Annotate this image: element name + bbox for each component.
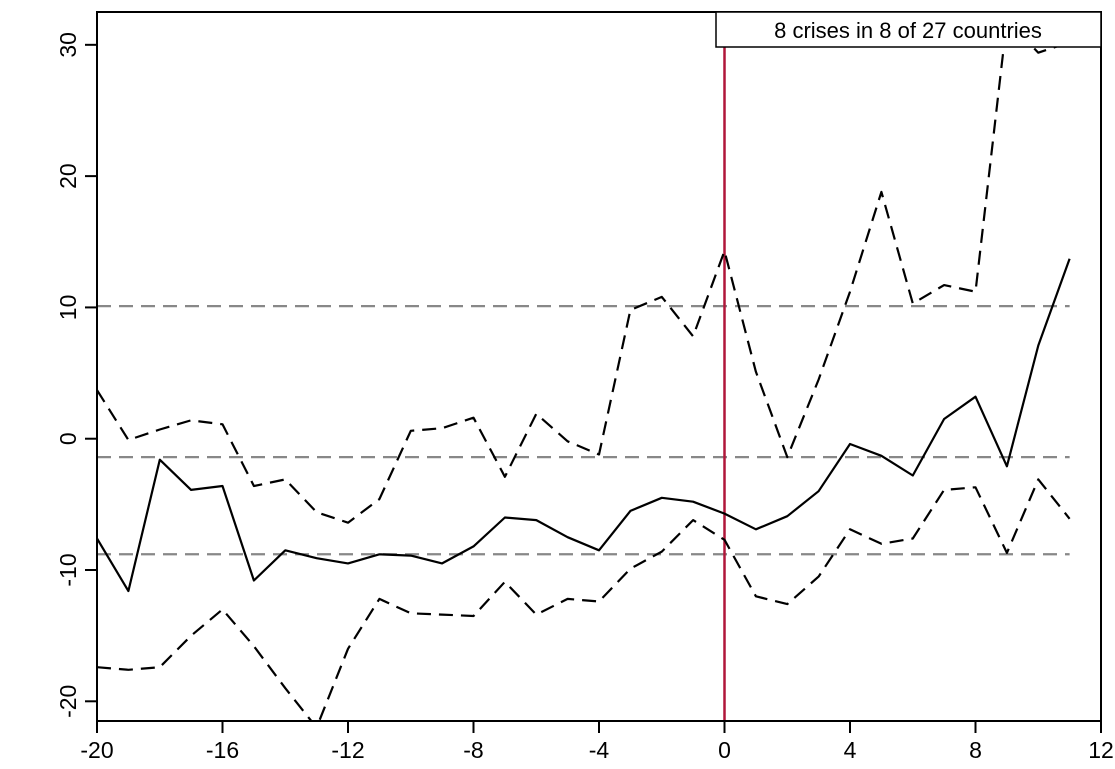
plot-frame <box>96 11 1102 722</box>
x-tick-label-6: 4 <box>844 737 857 763</box>
reference-lines <box>97 12 1070 721</box>
plot-background <box>97 12 1101 721</box>
x-tick-label-0: -20 <box>80 737 113 763</box>
y-tick-label-1: -10 <box>55 553 81 586</box>
x-tick-label-7: 8 <box>969 737 982 763</box>
y-tick-label-0: -20 <box>55 685 81 718</box>
x-tick-label-2: -12 <box>331 737 364 763</box>
x-tick-label-4: -4 <box>589 737 610 763</box>
series-lines <box>97 18 1071 721</box>
y-tick-label-2: 0 <box>55 432 81 445</box>
x-tick-label-8: 12 <box>1088 737 1114 763</box>
x-tick-label-5: 0 <box>718 737 731 763</box>
series-line-2 <box>97 478 1071 721</box>
series-line-0 <box>97 18 1070 524</box>
y-tick-label-4: 20 <box>55 163 81 189</box>
y-tick-label-5: 30 <box>55 32 81 58</box>
legend-text: 8 crises in 8 of 27 countries <box>774 18 1042 43</box>
series-line-1 <box>97 258 1071 593</box>
legend-frame <box>715 11 1102 48</box>
y-tick-label-3: 10 <box>55 295 81 321</box>
x-tick-label-3: -8 <box>463 737 483 763</box>
x-tick-label-1: -16 <box>206 737 239 763</box>
axes: -20 -16 -12 -8 -4 0 4 8 12 -20 -10 0 10 20 30 <box>55 32 1114 763</box>
legend-box: 8 crises in 8 of 27 countries <box>715 11 1102 48</box>
